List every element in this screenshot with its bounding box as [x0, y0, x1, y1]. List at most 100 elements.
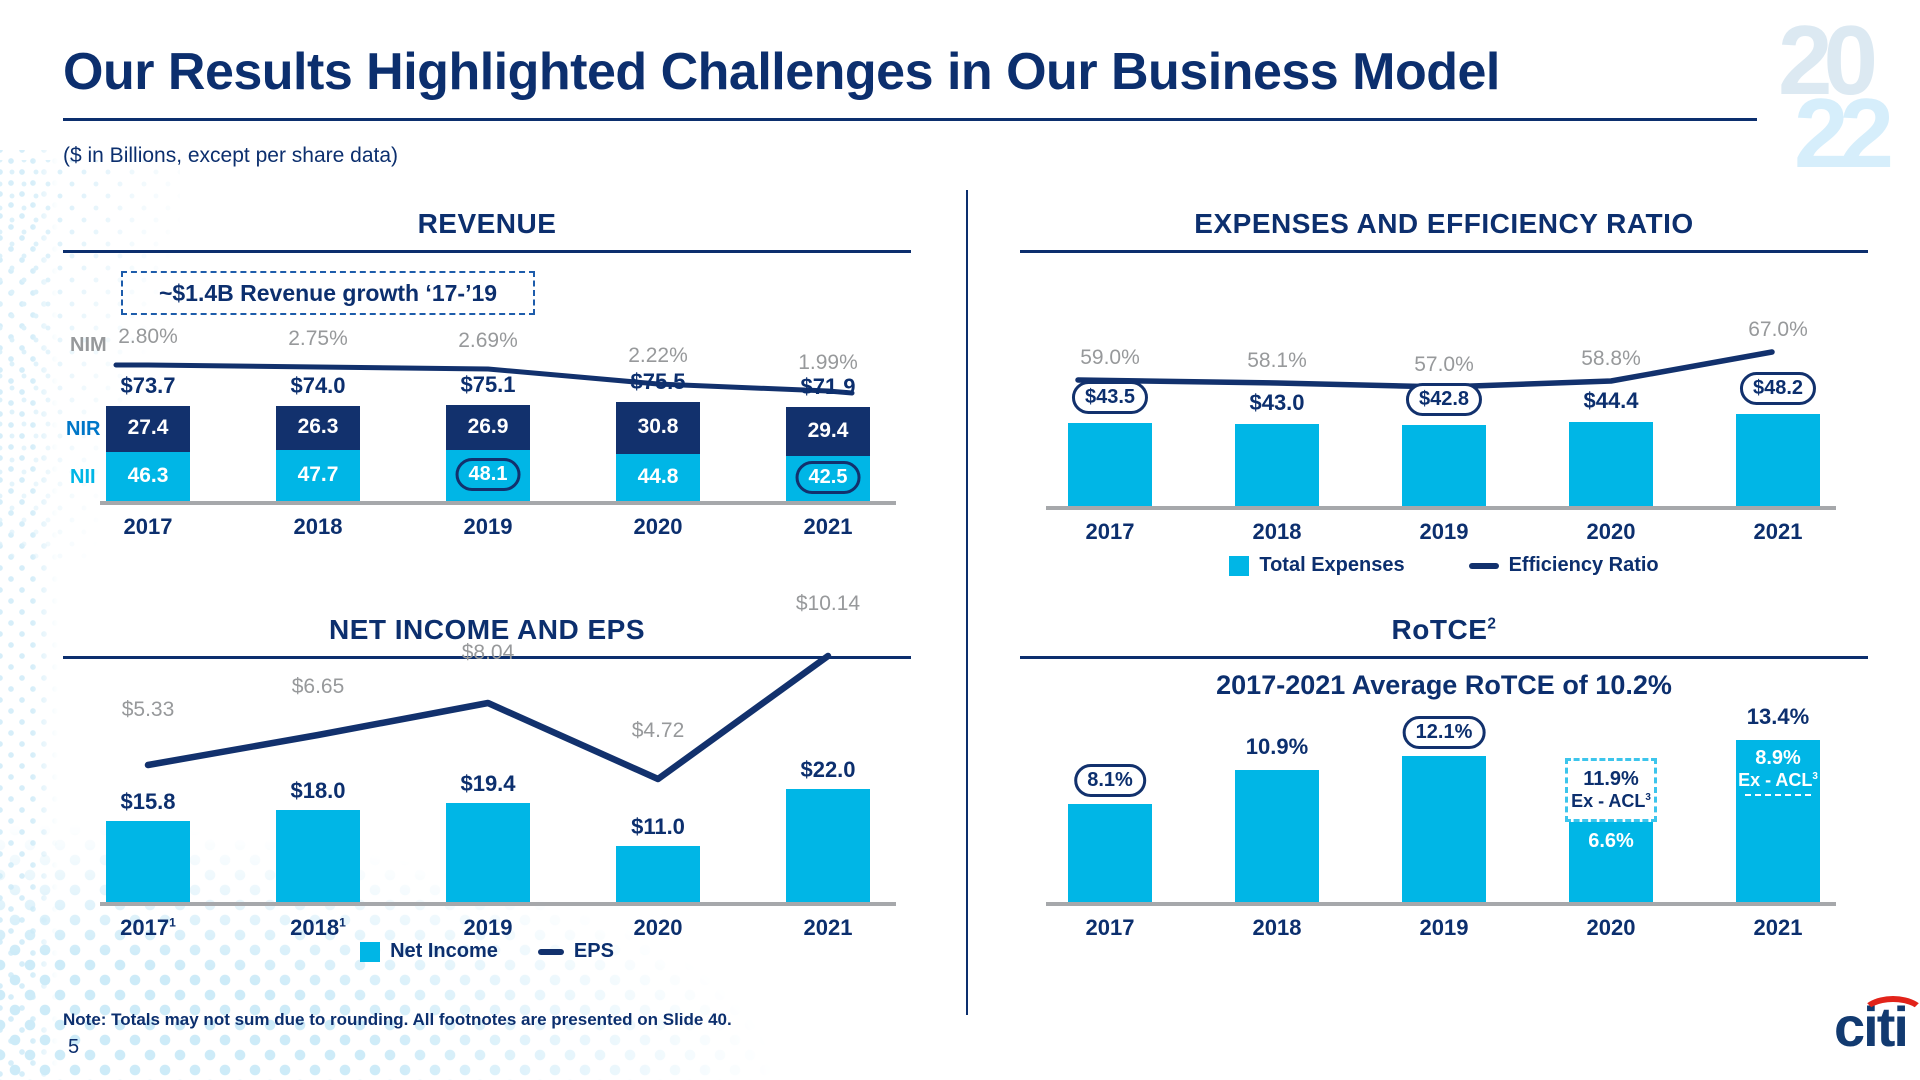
net-income-value-label: $22.0 [800, 757, 856, 782]
expenses-value-pill: $48.2 [1739, 372, 1817, 405]
year-label: 2017 [1085, 519, 1135, 544]
net-income-bar [446, 803, 530, 902]
eps-line-swatch [537, 948, 564, 955]
expenses-chart-title: EXPENSES AND EFFICIENCY RATIO [1194, 208, 1694, 239]
total-expenses-swatch [1229, 555, 1250, 576]
nii-value-label: 46.3 [127, 463, 169, 487]
year-label: 20181 [290, 915, 346, 940]
revenue-nir-bar [446, 405, 530, 450]
rotce-chart-title: RoTCE2 [1020, 614, 1868, 646]
expenses-title-underline [1020, 250, 1868, 253]
nim-row-label: NIM [70, 334, 107, 356]
nii-value-label: 44.8 [637, 464, 679, 488]
revenue-title-underline [63, 250, 911, 253]
net-income-value-label: $19.4 [460, 771, 516, 796]
rotce-bar [1402, 756, 1486, 902]
expenses-value-label: $43.0 [1249, 390, 1305, 415]
net-income-bar [616, 846, 700, 902]
expenses-axis [1046, 506, 1836, 510]
nim-value-label: 2.69% [458, 329, 518, 352]
title-underline [63, 118, 1757, 121]
revenue-nii-bar [106, 452, 190, 501]
efficiency-ratio-legend-label: Efficiency Ratio [1508, 554, 1659, 576]
year-label: 20171 [120, 915, 176, 940]
year-label: 2019 [463, 514, 513, 539]
year-label: 2020 [633, 915, 683, 940]
nim-value-label: 2.80% [118, 325, 178, 348]
nii-row-label: NII [70, 466, 96, 488]
expenses-value-label: $44.4 [1583, 388, 1639, 413]
eps-value-label: $10.14 [795, 592, 861, 615]
nii-value-pill: 48.1 [455, 457, 521, 491]
revenue-total-label: $75.5 [630, 369, 686, 394]
nir-row-label: NIR [66, 418, 101, 440]
net-income-axis [100, 902, 896, 906]
expenses-bar [1068, 423, 1152, 506]
net-income-legend: Net Income EPS [63, 940, 911, 963]
net-income-swatch [360, 941, 381, 962]
net-income-legend-label: Net Income [390, 940, 498, 962]
efficiency-ratio-value-label: 57.0% [1414, 353, 1474, 376]
year-label: 2019 [1419, 519, 1469, 544]
year-label: 2021 [1753, 519, 1803, 544]
rotce-ex-acl-value: 11.9% [1583, 768, 1639, 790]
year-label: 2020 [633, 514, 683, 539]
rotce-value-label: 13.4% [1746, 704, 1810, 729]
rotce-bar [1736, 740, 1820, 902]
eps-legend-label: EPS [573, 940, 614, 962]
logo-20-text: 20 [1778, 5, 1878, 115]
rotce-ex-acl-label: Ex - ACL3 [1571, 791, 1651, 811]
efficiency-ratio-value-label: 58.8% [1581, 347, 1641, 370]
efficiency-ratio-line-swatch [1468, 562, 1499, 569]
nim-value-label: 2.22% [628, 344, 688, 367]
rotce-value-pill: 12.1% [1402, 716, 1486, 749]
expenses-value-pill: $43.5 [1071, 381, 1149, 414]
rotce-bar-inner-label: 6.6% [1588, 830, 1634, 852]
net-income-value-label: $11.0 [631, 814, 685, 839]
revenue-total-label: $73.7 [120, 373, 176, 398]
nim-value-label: 2.75% [288, 327, 348, 350]
nim-value-label: 1.99% [798, 351, 858, 374]
expenses-bar [1235, 424, 1319, 506]
nii-value-pill: 42.5 [795, 460, 861, 494]
revenue-total-label: $75.1 [460, 372, 516, 397]
page-subtitle: ($ in Billions, except per share data) [63, 144, 399, 167]
year-label: 2019 [463, 915, 513, 940]
rotce-bar [1235, 770, 1319, 902]
revenue-nir-bar [276, 406, 360, 450]
rotce-subtitle: 2017-2021 Average RoTCE of 10.2% [1216, 670, 1672, 700]
revenue-nii-bar [616, 454, 700, 501]
rotce-axis [1046, 902, 1836, 906]
net-income-chart-title: NET INCOME AND EPS [329, 614, 645, 645]
nir-value-label: 30.8 [637, 415, 679, 438]
citi-red-arc-icon [1860, 996, 1920, 1034]
year-label: 2018 [1252, 915, 1302, 940]
year-label: 2019 [1419, 915, 1469, 940]
expenses-bar [1736, 414, 1820, 506]
year-label: 2021 [803, 514, 853, 539]
rotce-ex-acl-dashed-box: 11.9% Ex - ACL3 [1565, 758, 1657, 822]
net-income-bar [786, 789, 870, 902]
revenue-nii-bar [276, 450, 360, 501]
rotce-title-text: RoTCE [1391, 614, 1488, 645]
nir-value-label: 26.3 [297, 415, 339, 438]
eps-value-label: $5.33 [121, 698, 175, 721]
nii-value-label: 47.7 [297, 462, 339, 486]
rotce-bar [1569, 822, 1653, 902]
year-label: 2020 [1586, 915, 1636, 940]
nir-value-label: 27.4 [127, 416, 169, 439]
revenue-axis [100, 501, 896, 505]
revenue-total-label: $71.9 [800, 374, 856, 399]
page-number: 5 [68, 1036, 80, 1058]
rotce-value-label: 10.9% [1245, 734, 1309, 759]
legend-item-net-income: Net Income [360, 940, 498, 963]
eps-value-label: $6.65 [291, 675, 345, 698]
revenue-nir-bar [106, 406, 190, 452]
rotce-bar-inner-label: Ex - ACL3 [1738, 770, 1818, 790]
revenue-growth-callout: ~$1.4B Revenue growth ‘17-’19 [121, 271, 535, 315]
citi-logo: citi [1834, 994, 1920, 1060]
expenses-legend: Total Expenses Efficiency Ratio [1020, 554, 1868, 577]
net-income-bar [276, 810, 360, 902]
